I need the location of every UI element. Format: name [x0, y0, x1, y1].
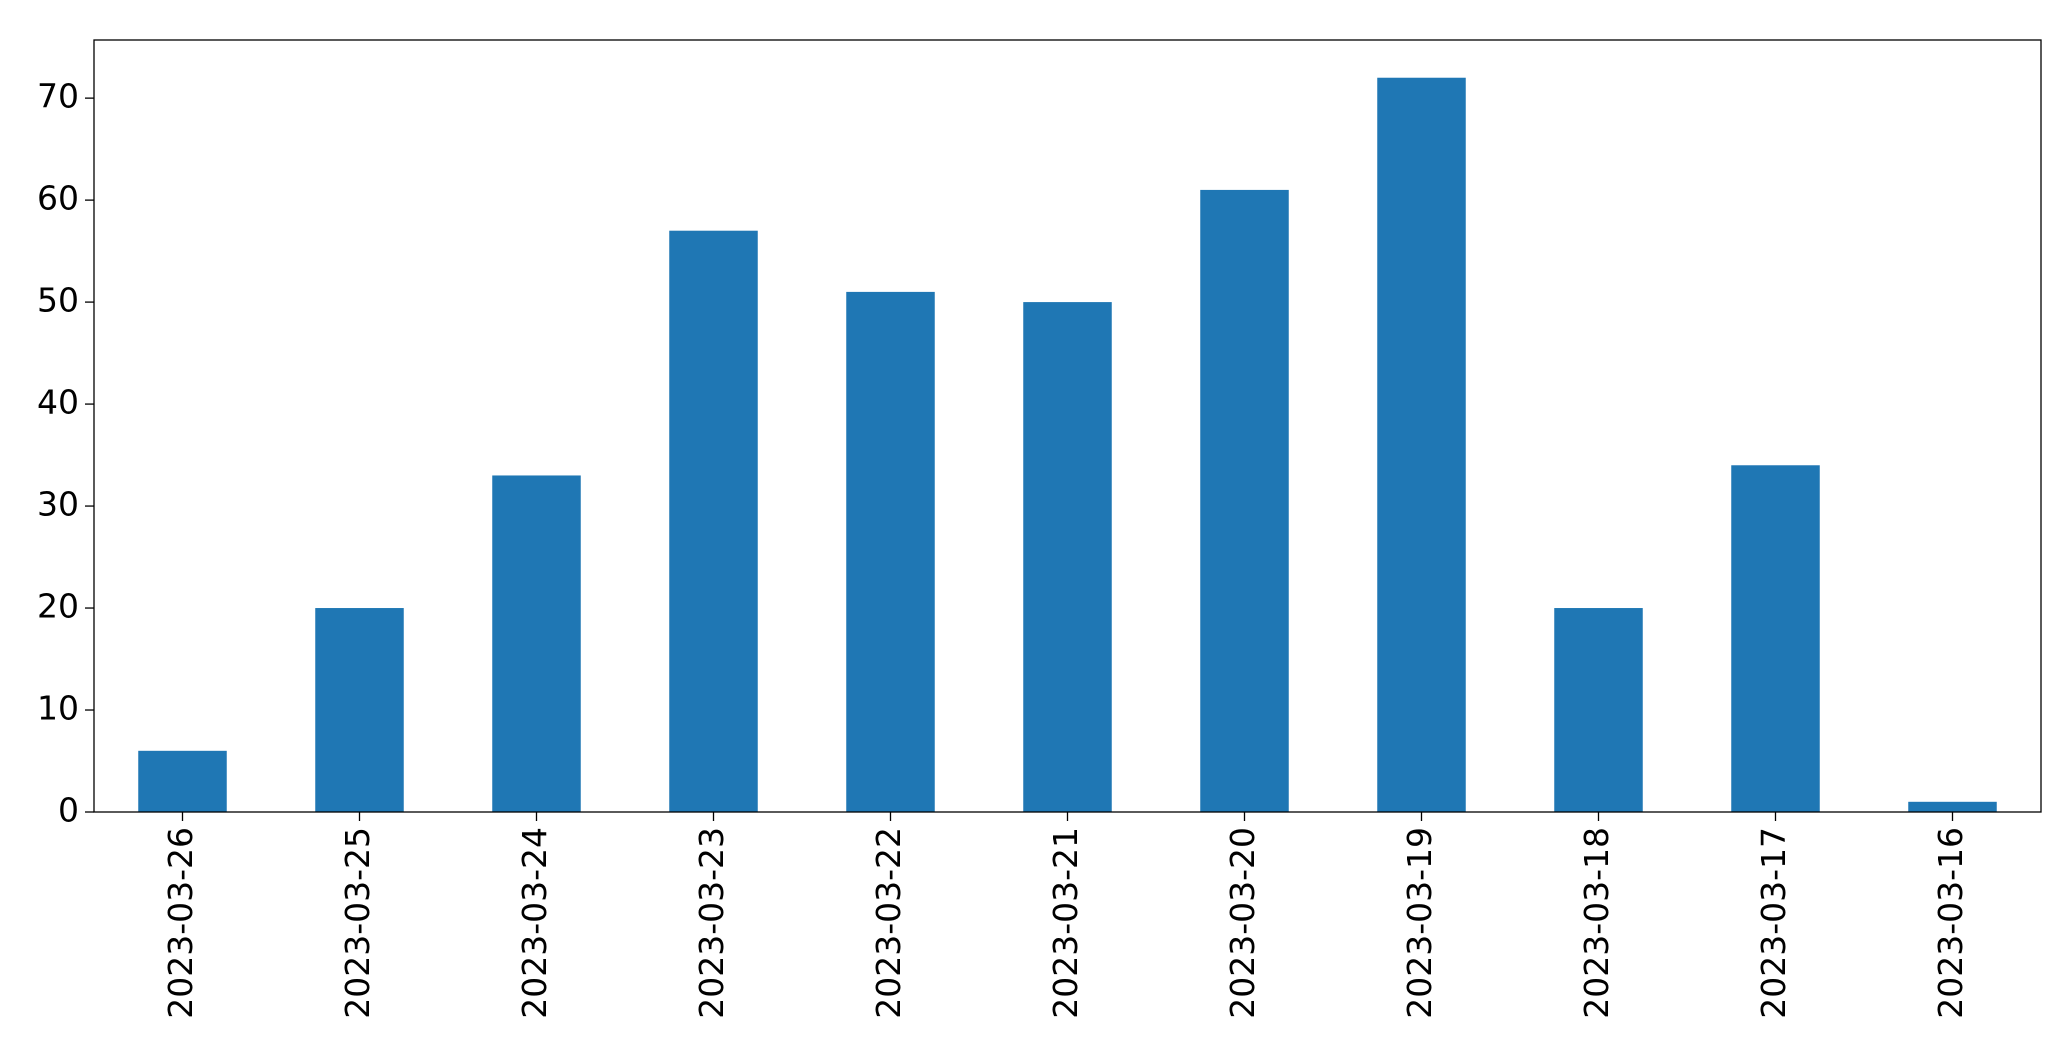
- x-tick-label: 2023-03-20: [1223, 827, 1262, 1019]
- x-tick-label: 2023-03-18: [1577, 827, 1616, 1019]
- x-tick-label: 2023-03-25: [338, 827, 377, 1019]
- x-tick-label: 2023-03-24: [515, 827, 554, 1019]
- bar: [846, 291, 935, 813]
- bar: [1200, 189, 1289, 812]
- y-tick-label: 10: [37, 689, 79, 728]
- bar: [1731, 465, 1820, 812]
- y-tick-label: 30: [37, 485, 79, 524]
- y-tick-label: 60: [37, 179, 79, 218]
- bar: [669, 230, 758, 812]
- y-tick-label: 70: [37, 77, 79, 116]
- bar: [315, 608, 404, 812]
- y-tick-label: 0: [58, 791, 79, 830]
- x-tick-label: 2023-03-19: [1400, 827, 1439, 1019]
- x-tick-label: 2023-03-26: [161, 827, 200, 1019]
- bar: [1023, 302, 1112, 812]
- y-tick-label: 40: [37, 383, 79, 422]
- bar: [492, 475, 581, 812]
- x-tick-label: 2023-03-23: [692, 827, 731, 1019]
- bar: [1554, 608, 1643, 812]
- plot-frame: [93, 39, 2042, 813]
- y-tick-label: 20: [37, 587, 79, 626]
- x-tick-label: 2023-03-22: [869, 827, 908, 1019]
- x-tick-label: 2023-03-17: [1754, 827, 1793, 1019]
- x-tick-label: 2023-03-21: [1046, 827, 1085, 1019]
- bar: [1377, 77, 1466, 812]
- bar: [138, 750, 227, 812]
- x-tick-label: 2023-03-16: [1931, 827, 1970, 1019]
- y-tick-label: 50: [37, 281, 79, 320]
- bar: [1908, 801, 1997, 812]
